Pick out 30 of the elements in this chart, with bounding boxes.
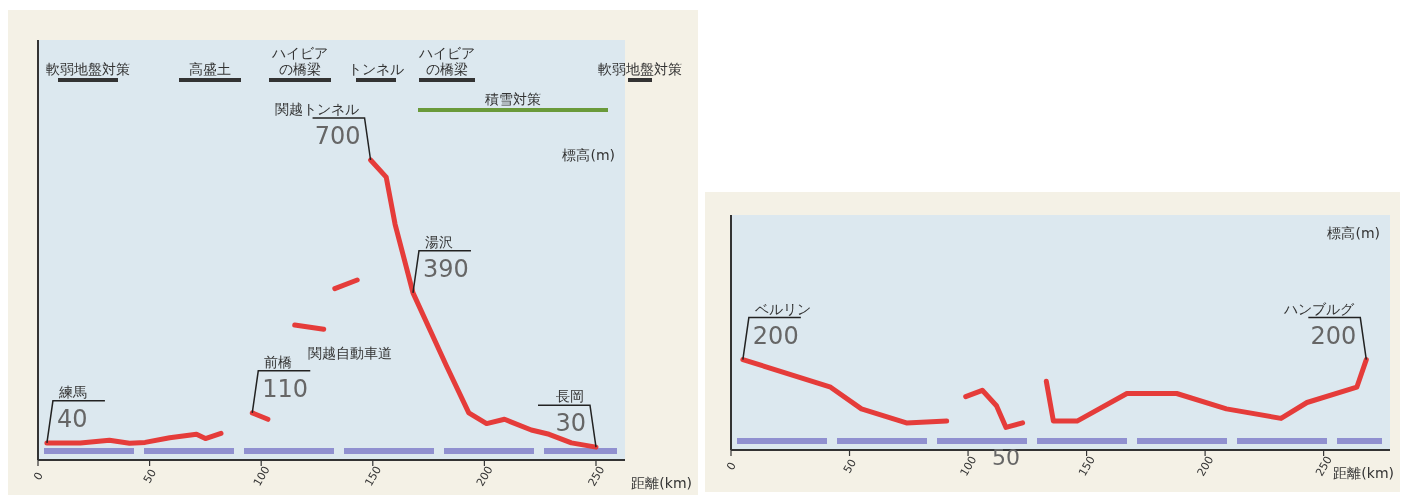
y-axis-title: 標高(m)	[1327, 225, 1380, 241]
annotation: 湯沢	[424, 233, 453, 250]
text: 軟弱地盤対策	[598, 61, 682, 77]
annotation: 長岡	[555, 388, 584, 405]
data-label: 30	[555, 409, 586, 438]
annotation: ベルリン	[754, 300, 811, 317]
annotation: ハンブルグ	[1283, 300, 1356, 317]
x-tick-label: 50	[140, 466, 160, 486]
annotation: 関越自動車道	[308, 345, 392, 361]
x-axis-title: 距離(km)	[631, 475, 692, 491]
text: 高盛土	[189, 61, 231, 77]
data-label: 110	[262, 374, 309, 403]
text: 軟弱地盤対策	[46, 61, 130, 77]
data-label: 390	[422, 254, 469, 283]
y-axis-title: 標高(m)	[562, 147, 615, 163]
text: 積雪対策	[485, 91, 541, 107]
x-tick-label: 0	[724, 459, 739, 473]
data-label: 700	[314, 122, 361, 150]
text: ハイビアの橋梁	[418, 45, 475, 77]
annotation: 関越トンネル	[274, 101, 359, 117]
annotation: 練馬	[57, 383, 87, 400]
annotation: 前橋	[264, 353, 293, 370]
text: トンネル	[348, 61, 404, 77]
x-axis-title: 距離(km)	[1333, 465, 1394, 481]
x-tick-label: 0	[31, 469, 46, 483]
data-label: 200	[1310, 321, 1357, 350]
x-tick-label: 50	[840, 456, 860, 476]
data-label: 200	[752, 321, 799, 350]
data-label: 40	[56, 404, 88, 433]
text: ハイビアの橋梁	[271, 45, 328, 77]
